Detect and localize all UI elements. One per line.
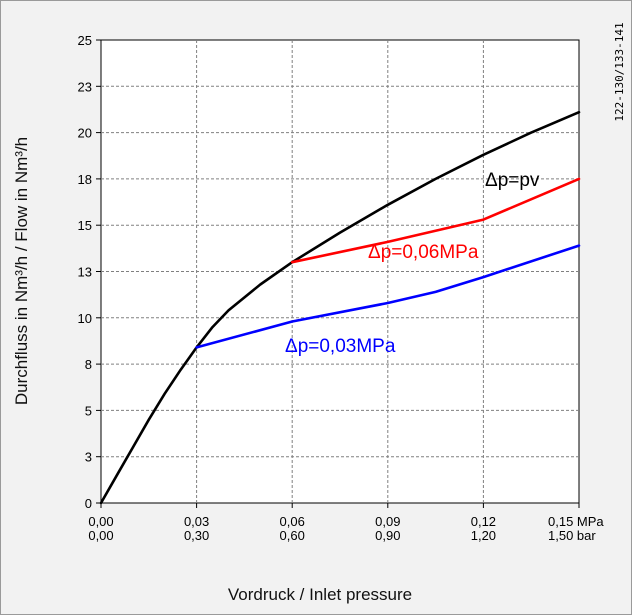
x-tick-label-mpa: 0,06	[280, 514, 305, 529]
y-tick-label: 10	[78, 311, 92, 326]
x-tick-label-bar: 0,60	[280, 528, 305, 543]
series-lines	[99, 110, 581, 505]
x-tick-label-bar: 1,20	[471, 528, 496, 543]
grid	[101, 40, 579, 503]
y-tick-label: 20	[78, 126, 92, 141]
y-tick-label: 23	[78, 79, 92, 94]
series-line-1	[290, 177, 581, 264]
y-tick-label: 15	[78, 218, 92, 233]
x-tick-label-mpa: 0,00	[88, 514, 113, 529]
series-label-pv: Δp=pv	[485, 170, 540, 191]
y-tick-label: 25	[78, 33, 92, 48]
x-tick-label-mpa: 0,03	[184, 514, 209, 529]
series-label-003mpa: Δp=0,03MPa	[285, 336, 396, 357]
y-tick-label: 8	[85, 357, 92, 372]
y-tick-label: 0	[85, 496, 92, 511]
series-label-006mpa: Δp=0,06MPa	[368, 242, 479, 263]
y-ticks: 0 3 5 8 10 13 15 18 20 23 25	[78, 33, 101, 511]
x-tick-label-bar: 0,00	[88, 528, 113, 543]
x-ticks: 0,000,00 0,030,30 0,060,60 0,090,90 0,121,20…	[88, 503, 604, 543]
x-tick-label-mpa: 0,09	[375, 514, 400, 529]
x-tick-label-bar: 0,30	[184, 528, 209, 543]
y-axis-title: Durchfluss in Nm³/h / Flow in Nm³/h	[12, 137, 31, 405]
y-tick-label: 18	[78, 172, 92, 187]
series-line-2	[195, 244, 581, 349]
series-line-0	[99, 110, 581, 505]
x-tick-label-bar: 0,90	[375, 528, 400, 543]
x-tick-label-mpa: 0,12	[471, 514, 496, 529]
figure-code: 122-130/133-141	[613, 22, 626, 121]
x-axis-title: Vordruck / Inlet pressure	[228, 585, 412, 604]
y-tick-label: 3	[85, 450, 92, 465]
x-tick-label-bar: 1,50 bar	[548, 528, 596, 543]
y-tick-label: 5	[85, 403, 92, 418]
y-tick-label: 13	[78, 265, 92, 280]
x-tick-label-mpa: 0,15 MPa	[548, 514, 604, 529]
